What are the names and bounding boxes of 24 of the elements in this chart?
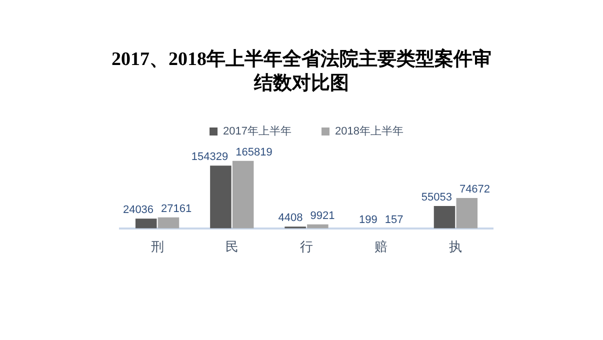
- data-label: 27161: [161, 202, 192, 215]
- bar: [434, 206, 456, 228]
- bar: [456, 198, 478, 228]
- x-tick-label: 行: [300, 238, 313, 254]
- legend-label: 2018年上半年: [335, 124, 404, 138]
- chart-title: 2017、2018年上半年全省法院主要类型案件审结数对比图: [110, 48, 492, 96]
- bar: [210, 166, 232, 228]
- bar: [135, 218, 157, 228]
- data-label: 157: [384, 214, 404, 226]
- x-tick-label: 赔: [374, 238, 388, 254]
- data-label: 165819: [236, 146, 272, 158]
- bar: [232, 160, 254, 228]
- x-tick-label: 刑: [150, 238, 164, 254]
- x-tick-label: 民: [225, 238, 238, 254]
- data-label: 74672: [459, 184, 490, 196]
- data-label: 55053: [421, 192, 452, 204]
- data-label: 24036: [122, 204, 154, 216]
- data-label: 154329: [191, 151, 228, 164]
- legend-label: 2017年上半年: [223, 124, 292, 138]
- data-label: 199: [358, 214, 378, 226]
- bar: [158, 217, 180, 228]
- data-label: 4408: [278, 212, 303, 224]
- data-label: 9921: [310, 210, 335, 222]
- x-tick-label: 执: [449, 238, 462, 254]
